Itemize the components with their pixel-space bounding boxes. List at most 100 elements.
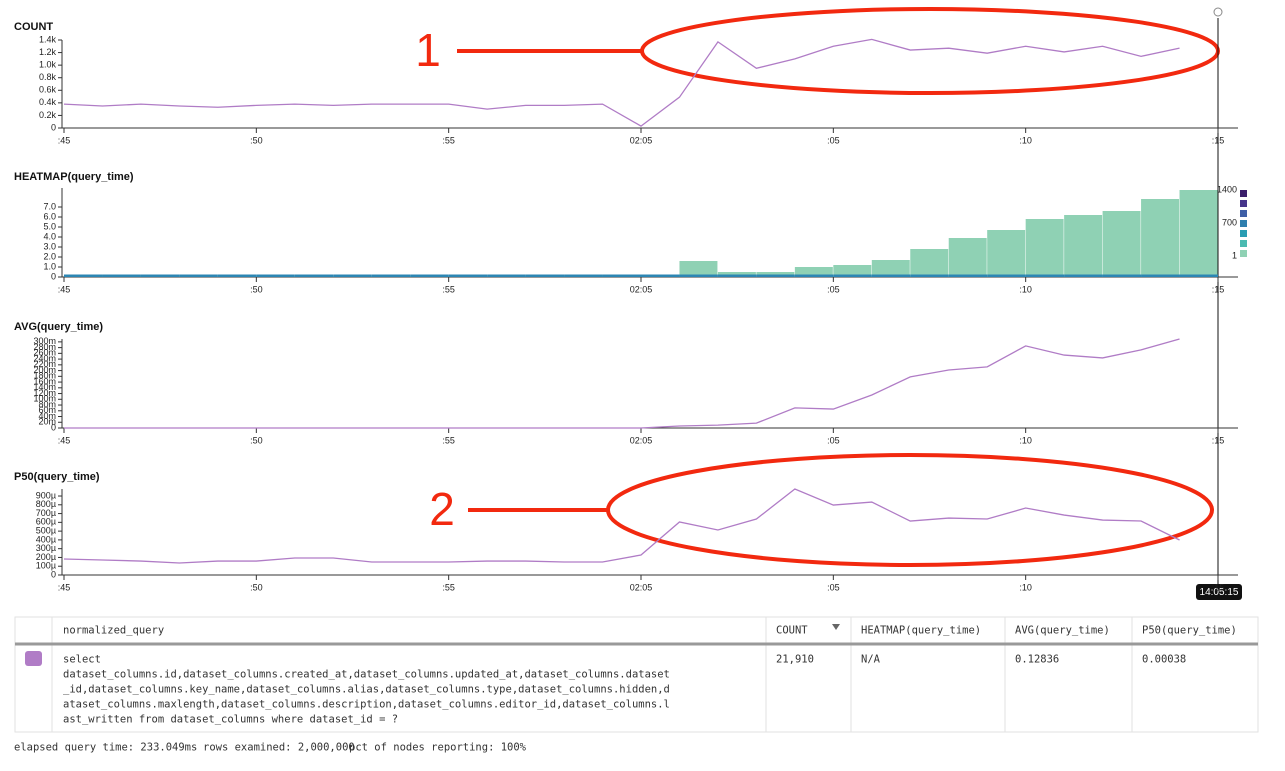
colorbar-swatch: [1240, 210, 1247, 217]
colorbar-swatch: [1240, 250, 1247, 257]
heat-base: [987, 274, 1026, 277]
query-line: ast_written from dataset_columns where d…: [63, 714, 398, 726]
x-tick-label: 02:05: [630, 284, 653, 294]
y-tick-label: 240m: [33, 353, 56, 363]
row-swatch: [25, 651, 42, 666]
colorbar-label: 1: [1232, 250, 1237, 260]
sort-icon[interactable]: [832, 624, 840, 630]
heat-base: [333, 274, 372, 277]
heat-base: [525, 274, 565, 277]
table-header: HEATMAP(query_time): [861, 625, 981, 637]
colorbar-label: 700: [1222, 217, 1237, 227]
y-tick-label: 160m: [33, 376, 56, 386]
y-tick-label: 0.2k: [39, 110, 57, 120]
heat-cell: [987, 230, 1026, 277]
colorbar-swatch: [1240, 240, 1247, 247]
y-tick-label: 2.0: [43, 251, 56, 261]
y-tick-label: 0: [51, 271, 56, 281]
y-tick-label: 100m: [33, 394, 56, 404]
heat-base: [1179, 274, 1218, 277]
heat-base: [179, 274, 218, 277]
colorbar-swatch: [1240, 230, 1247, 237]
y-tick-label: 500µ: [36, 525, 56, 535]
y-tick-label: 280m: [33, 342, 56, 352]
y-tick-label: 40m: [38, 411, 56, 421]
y-tick-label: 7.0: [43, 201, 56, 211]
reset-icon[interactable]: [1213, 7, 1223, 17]
x-tick-label: :05: [827, 435, 840, 445]
line: [63, 38, 1180, 127]
heat-base: [140, 274, 180, 277]
y-tick-label: 5.0: [43, 221, 56, 231]
x-tick-label: :10: [1019, 582, 1032, 592]
x-tick-label: 02:05: [630, 435, 653, 445]
annotation-label: 2: [429, 483, 455, 535]
annotation-1: 1: [415, 7, 1220, 95]
heat-cell: [910, 249, 949, 277]
heat-base: [410, 274, 449, 277]
x-tick-label: :55: [442, 135, 455, 145]
y-tick-label: 20m: [38, 417, 56, 427]
x-tick-label: :55: [442, 582, 455, 592]
x-tick-label: :15: [1212, 435, 1225, 445]
line: [64, 338, 1180, 429]
heat-base: [371, 274, 411, 277]
table-cell: 0.12836: [1015, 654, 1059, 666]
y-tick-label: 0: [51, 122, 56, 132]
heat-cell: [1064, 215, 1103, 277]
chart-title: HEATMAP(query_time): [14, 171, 134, 183]
heat-base: [833, 274, 872, 277]
heat-base: [256, 274, 295, 277]
y-tick-label: 400µ: [36, 534, 56, 544]
y-tick-label: 300m: [33, 336, 56, 346]
y-tick-label: 0.4k: [39, 97, 57, 107]
x-tick-label: :50: [250, 135, 263, 145]
heat-base: [1025, 274, 1065, 277]
heat-cell: [833, 265, 872, 277]
heat-cell: [1141, 199, 1180, 277]
y-tick-label: 0: [51, 569, 56, 579]
x-tick-label: :55: [442, 284, 455, 294]
x-tick-label: :10: [1019, 135, 1032, 145]
x-tick-label: :50: [250, 435, 263, 445]
y-tick-label: 0.6k: [39, 85, 57, 95]
y-tick-label: 600µ: [36, 517, 56, 527]
x-tick-label: :05: [827, 582, 840, 592]
x-tick-label: :45: [58, 135, 71, 145]
y-tick-label: 100µ: [36, 561, 56, 571]
x-tick-label: :50: [250, 284, 263, 294]
heat-base: [679, 274, 718, 277]
x-tick-label: :50: [250, 582, 263, 592]
table: [14, 616, 1259, 733]
y-tick-label: 200µ: [36, 552, 56, 562]
heat-base: [1141, 274, 1180, 277]
query-line: ataset_columns.maxlength,dataset_columns…: [63, 699, 670, 711]
heat-base: [756, 274, 795, 277]
heat-base: [102, 274, 141, 277]
table-header: AVG(query_time): [1015, 625, 1110, 637]
x-tick-label: :45: [58, 435, 71, 445]
x-tick-label: :05: [827, 135, 840, 145]
footer-stat: elapsed query time: 233.049ms: [14, 742, 197, 754]
x-tick-label: 02:05: [630, 582, 653, 592]
colorbar-swatch: [1240, 190, 1247, 197]
heat-cell: [679, 261, 718, 277]
colorbar-swatch: [1240, 200, 1247, 207]
x-tick-label: :55: [442, 435, 455, 445]
x-tick-label: :10: [1019, 435, 1032, 445]
y-tick-label: 1.0: [43, 261, 56, 271]
annotation-2: 2: [429, 453, 1214, 567]
y-tick-label: 0.8k: [39, 72, 57, 82]
y-tick-label: 4.0: [43, 231, 56, 241]
y-tick-label: 120m: [33, 388, 56, 398]
heat-base: [910, 274, 949, 277]
heat-base: [294, 274, 334, 277]
y-tick-label: 900µ: [36, 490, 56, 500]
footer-stat: rows examined: 2,000,000: [203, 742, 355, 754]
heat-base: [1102, 274, 1142, 277]
table-header: COUNT: [776, 625, 808, 637]
heat-cell: [794, 267, 833, 277]
chart-title: AVG(query_time): [14, 321, 103, 333]
y-tick-label: 0: [51, 422, 56, 432]
